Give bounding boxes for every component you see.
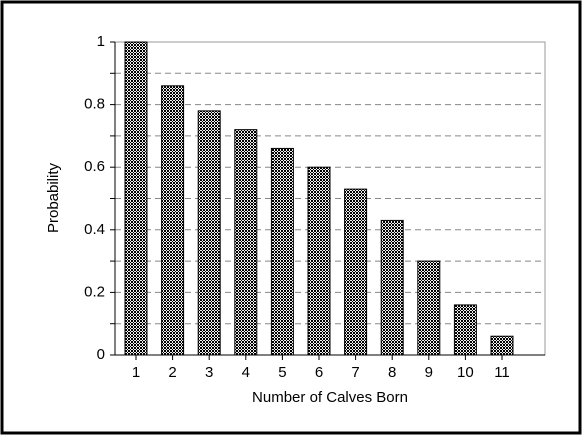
x-tick-label: 2 bbox=[168, 364, 176, 381]
y-tick-label: 0.4 bbox=[84, 221, 105, 238]
x-tick-label: 6 bbox=[315, 364, 323, 381]
bar bbox=[380, 219, 404, 356]
bar bbox=[234, 129, 258, 356]
bar bbox=[344, 188, 368, 356]
x-tick-label: 9 bbox=[425, 364, 433, 381]
bar bbox=[490, 335, 514, 356]
y-tick-label: 1 bbox=[97, 33, 105, 50]
bar bbox=[417, 260, 441, 356]
y-tick-label: 0.6 bbox=[84, 158, 105, 175]
bar bbox=[270, 147, 294, 356]
y-tick-label: 0.2 bbox=[84, 283, 105, 300]
x-tick-label: 3 bbox=[205, 364, 213, 381]
x-tick-label: 1 bbox=[132, 364, 140, 381]
y-tick-label: 0 bbox=[97, 346, 105, 363]
bar bbox=[197, 110, 221, 356]
bar bbox=[161, 85, 185, 356]
bar bbox=[453, 304, 477, 356]
bar bbox=[124, 41, 148, 356]
bar bbox=[307, 166, 331, 356]
y-axis-label: Probability bbox=[45, 162, 62, 233]
x-axis-label: Number of Calves Born bbox=[252, 389, 408, 406]
x-tick-label: 8 bbox=[388, 364, 396, 381]
x-tick-label: 4 bbox=[242, 364, 250, 381]
x-tick-label: 7 bbox=[351, 364, 359, 381]
y-tick-label: 0.8 bbox=[84, 96, 105, 113]
x-tick-label: 10 bbox=[457, 364, 474, 381]
x-tick-label: 5 bbox=[278, 364, 286, 381]
x-tick-label: 11 bbox=[494, 364, 510, 381]
